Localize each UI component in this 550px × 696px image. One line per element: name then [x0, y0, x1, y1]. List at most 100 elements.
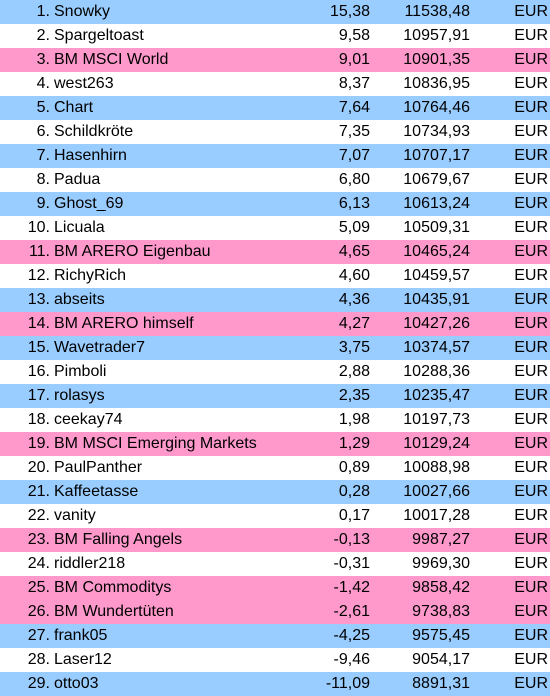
- name-cell: Wavetrader7: [54, 339, 145, 356]
- percent-cell: 4,27: [338, 315, 370, 332]
- table-row: 3. BM MSCI World 9,01 10901,35 EUR: [0, 48, 550, 72]
- value-cell: 10509,31: [403, 219, 470, 236]
- name-cell: BM MSCI World: [54, 51, 169, 68]
- percent-cell: 7,64: [338, 99, 370, 116]
- currency-cell: EUR: [514, 627, 548, 644]
- name-cell: otto03: [54, 675, 99, 692]
- rank-cell: 27.: [27, 627, 50, 644]
- rank-cell: 9.: [36, 195, 50, 212]
- name-cell: abseits: [54, 291, 105, 308]
- value-cell: 10613,24: [403, 195, 470, 212]
- table-row: 25. BM Commoditys -1,42 9858,42 EUR: [0, 576, 550, 600]
- table-row: 12. RichyRich 4,60 10459,57 EUR: [0, 264, 550, 288]
- currency-cell: EUR: [514, 123, 548, 140]
- table-row: 17. rolasys 2,35 10235,47 EUR: [0, 384, 550, 408]
- currency-cell: EUR: [514, 51, 548, 68]
- table-row: 22. vanity 0,17 10017,28 EUR: [0, 504, 550, 528]
- percent-cell: 3,75: [338, 339, 370, 356]
- rank-cell: 12.: [27, 267, 50, 284]
- currency-cell: EUR: [514, 75, 548, 92]
- table-row: 2. Spargeltoast 9,58 10957,91 EUR: [0, 24, 550, 48]
- name-cell: Snowky: [54, 3, 111, 20]
- percent-cell: 4,60: [338, 267, 370, 284]
- value-cell: 10707,17: [403, 147, 470, 164]
- currency-cell: EUR: [514, 99, 548, 116]
- currency-cell: EUR: [514, 435, 548, 452]
- table-row: 10. Licuala 5,09 10509,31 EUR: [0, 216, 550, 240]
- table-row: 15. Wavetrader7 3,75 10374,57 EUR: [0, 336, 550, 360]
- value-cell: 10435,91: [403, 291, 470, 308]
- percent-cell: 0,89: [338, 459, 370, 476]
- table-row: 16. Pimboli 2,88 10288,36 EUR: [0, 360, 550, 384]
- percent-cell: -0,13: [333, 531, 370, 548]
- value-cell: 9738,83: [412, 603, 470, 620]
- name-cell: west263: [54, 75, 114, 92]
- currency-cell: EUR: [514, 483, 548, 500]
- table-row: 27. frank05 -4,25 9575,45 EUR: [0, 624, 550, 648]
- rank-cell: 26.: [27, 603, 50, 620]
- name-cell: Licuala: [54, 219, 105, 236]
- table-row: 23. BM Falling Angels -0,13 9987,27 EUR: [0, 528, 550, 552]
- currency-cell: EUR: [514, 243, 548, 260]
- table-row: 28. Laser12 -9,46 9054,17 EUR: [0, 648, 550, 672]
- table-row: 5. Chart 7,64 10764,46 EUR: [0, 96, 550, 120]
- name-cell: BM Falling Angels: [54, 531, 183, 548]
- currency-cell: EUR: [514, 3, 548, 20]
- currency-cell: EUR: [514, 603, 548, 620]
- rank-cell: 11.: [28, 243, 50, 260]
- table-row: 29. otto03 -11,09 8891,31 EUR: [0, 672, 550, 696]
- percent-cell: 15,38: [329, 3, 370, 20]
- rank-cell: 16.: [27, 363, 50, 380]
- currency-cell: EUR: [514, 675, 548, 692]
- currency-cell: EUR: [514, 507, 548, 524]
- currency-cell: EUR: [514, 267, 548, 284]
- table-row: 8. Padua 6,80 10679,67 EUR: [0, 168, 550, 192]
- currency-cell: EUR: [514, 219, 548, 236]
- percent-cell: 5,09: [338, 219, 370, 236]
- rank-cell: 22.: [27, 507, 50, 524]
- value-cell: 10017,28: [403, 507, 470, 524]
- currency-cell: EUR: [514, 171, 548, 188]
- value-cell: 8891,31: [412, 675, 470, 692]
- name-cell: Chart: [54, 99, 94, 116]
- value-cell: 10836,95: [403, 75, 470, 92]
- value-cell: 10764,46: [403, 99, 470, 116]
- currency-cell: EUR: [514, 555, 548, 572]
- currency-cell: EUR: [514, 651, 548, 668]
- value-cell: 10027,66: [403, 483, 470, 500]
- value-cell: 9858,42: [412, 579, 470, 596]
- value-cell: 10129,24: [403, 435, 470, 452]
- table-row: 24. riddler218 -0,31 9969,30 EUR: [0, 552, 550, 576]
- currency-cell: EUR: [514, 27, 548, 44]
- name-cell: Laser12: [54, 651, 112, 668]
- percent-cell: 2,35: [338, 387, 370, 404]
- value-cell: 11538,48: [404, 3, 470, 20]
- rank-cell: 29.: [27, 675, 50, 692]
- value-cell: 10088,98: [403, 459, 470, 476]
- table-row: 21. Kaffeetasse 0,28 10027,66 EUR: [0, 480, 550, 504]
- name-cell: Spargeltoast: [54, 27, 144, 44]
- currency-cell: EUR: [514, 339, 548, 356]
- currency-cell: EUR: [514, 147, 548, 164]
- name-cell: Pimboli: [54, 363, 107, 380]
- name-cell: riddler218: [54, 555, 126, 572]
- table-row: 4. west263 8,37 10836,95 EUR: [0, 72, 550, 96]
- table-row: 13. abseits 4,36 10435,91 EUR: [0, 288, 550, 312]
- value-cell: 9987,27: [412, 531, 470, 548]
- table-row: 1. Snowky 15,38 11538,48 EUR: [0, 0, 550, 24]
- rank-cell: 19.: [27, 435, 50, 452]
- rank-cell: 28.: [27, 651, 50, 668]
- percent-cell: 7,07: [338, 147, 370, 164]
- currency-cell: EUR: [514, 411, 548, 428]
- name-cell: RichyRich: [54, 267, 127, 284]
- value-cell: 10901,35: [403, 51, 470, 68]
- name-cell: PaulPanther: [54, 459, 143, 476]
- name-cell: ceekay74: [54, 411, 123, 428]
- value-cell: 10459,57: [403, 267, 470, 284]
- percent-cell: -2,61: [333, 603, 370, 620]
- value-cell: 10679,67: [403, 171, 470, 188]
- value-cell: 10427,26: [403, 315, 470, 332]
- percent-cell: 6,80: [338, 171, 370, 188]
- percent-cell: 9,01: [338, 51, 370, 68]
- percent-cell: 2,88: [338, 363, 370, 380]
